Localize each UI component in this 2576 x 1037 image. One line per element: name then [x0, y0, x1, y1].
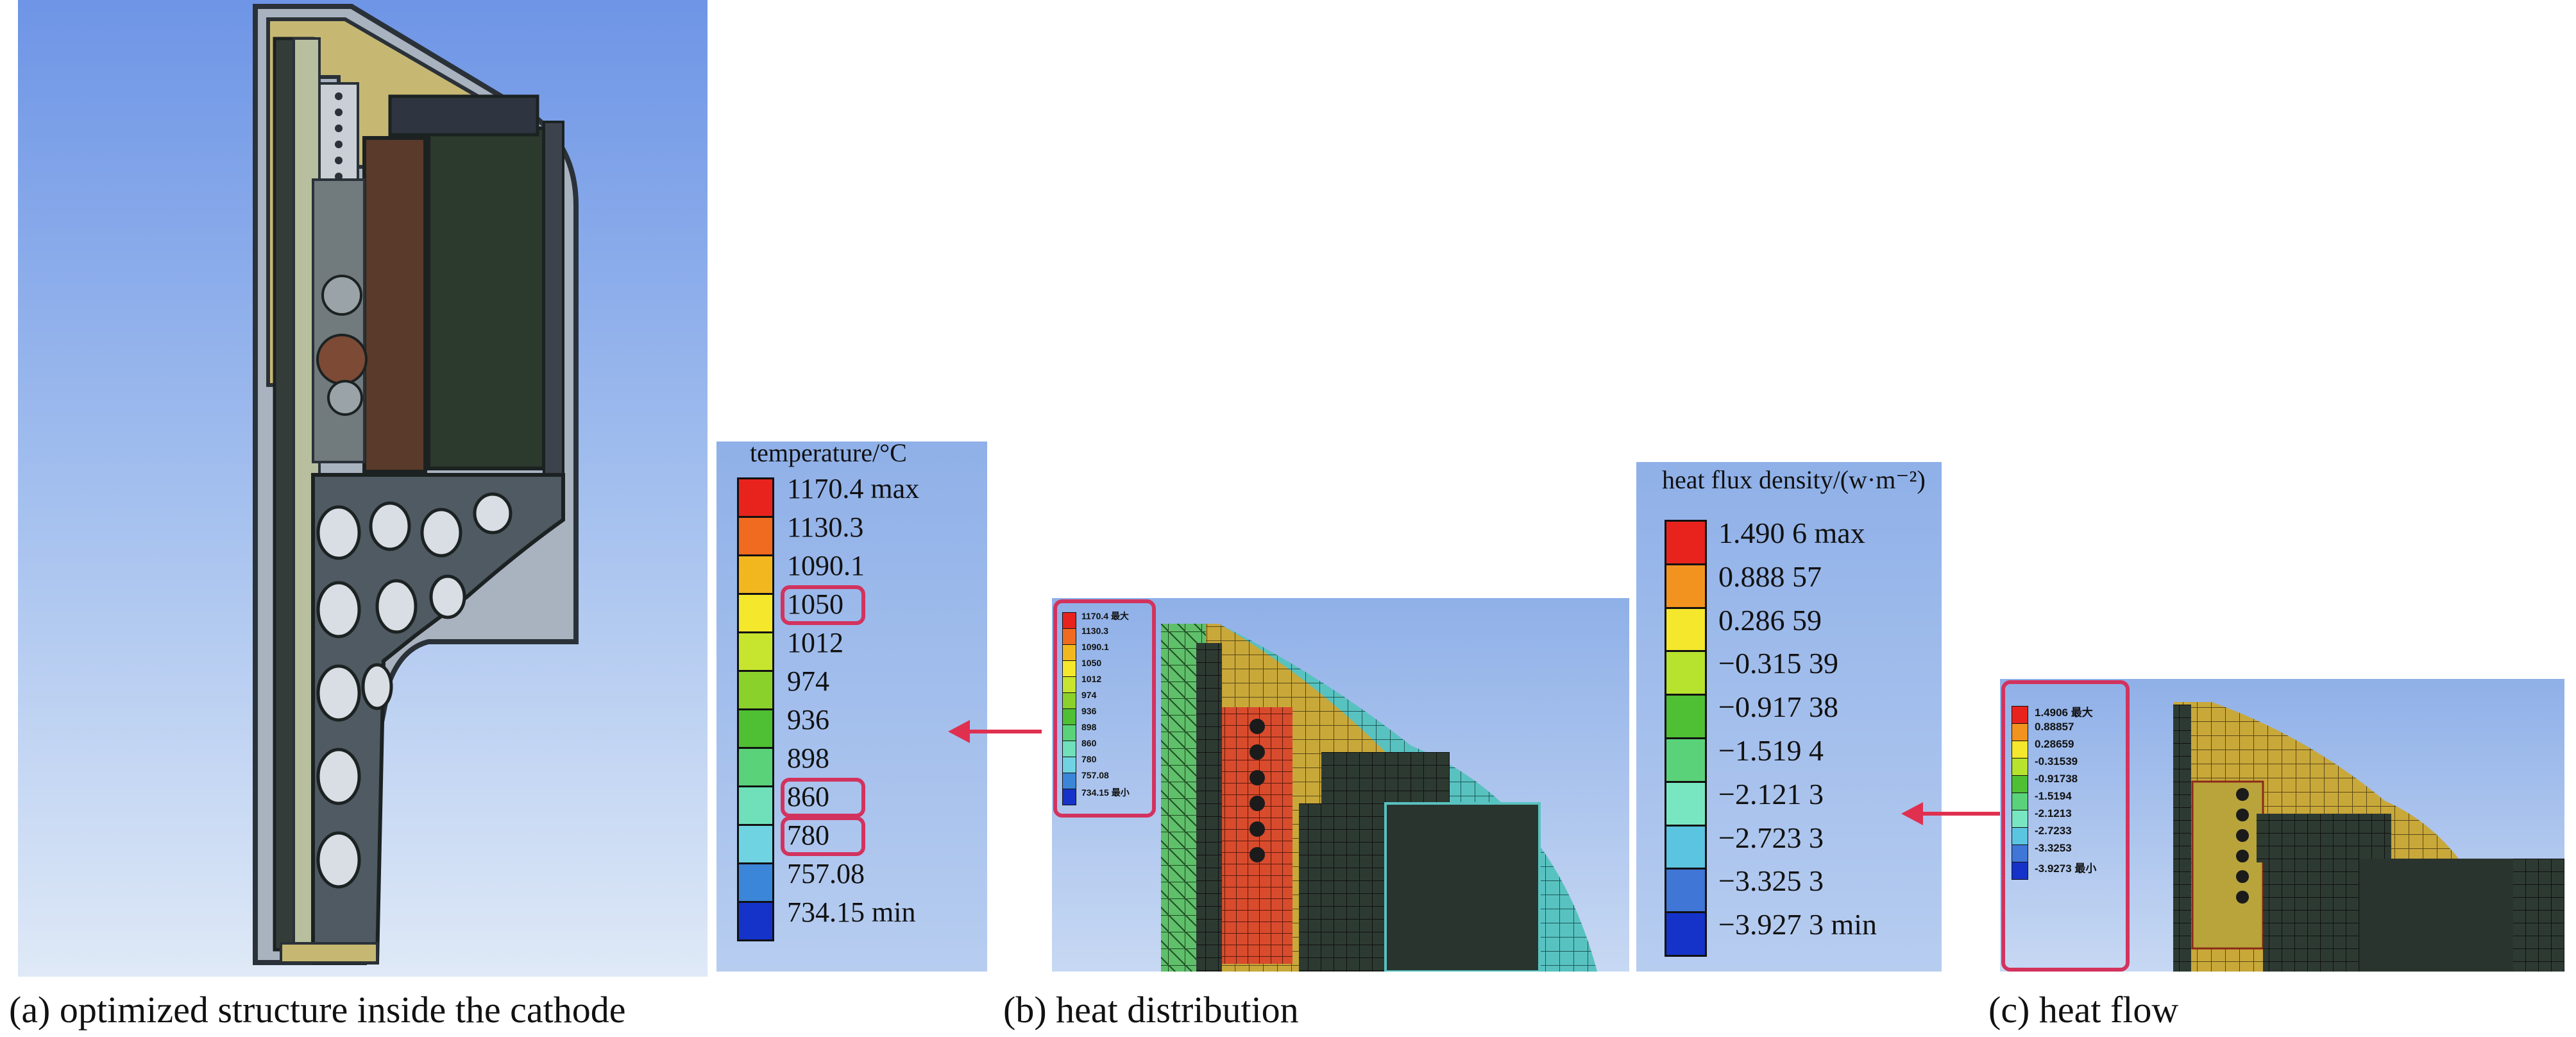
heat-flow-mini-legend: 1.4906 最大 0.88857 0.28659 -0.31539 -0.91738 -…: [2009, 702, 2118, 888]
temperature-legend-swatch: [737, 708, 774, 749]
arrow-head-b: [948, 720, 970, 743]
temperature-legend-label: 936: [787, 704, 829, 735]
heat-flux-legend-swatch: [1665, 780, 1707, 827]
structure-panel: [18, 0, 708, 977]
temperature-legend-value-highlight: [781, 778, 865, 818]
heat-flux-legend-swatch: [1665, 520, 1707, 565]
heat-flow-mesh: [2173, 702, 2564, 972]
heat-flow-mini-legend-swatch: [2012, 844, 2028, 862]
heat-flux-legend-swatch: [1665, 911, 1707, 957]
heat-flow-mini-legend-label: -2.1213: [2035, 807, 2072, 819]
temperature-legend-label: 974: [787, 665, 829, 697]
temperature-legend-swatch: [737, 670, 774, 710]
heat-distribution-mini-legend-label: 1170.4 最大: [1081, 611, 1129, 621]
heat-flux-legend-swatch: [1665, 650, 1707, 696]
heat-flow-mini-legend-label: -3.9273 最小: [2035, 862, 2097, 875]
heat-flux-legend-label: −3.927 3 min: [1718, 908, 1877, 941]
arrow-head-c: [1901, 802, 1923, 825]
temperature-legend-label: 757.08: [787, 858, 865, 889]
temperature-legend-swatch: [737, 554, 774, 595]
temperature-legend-swatch: [737, 516, 774, 556]
heat-flow-mini-legend-label: -0.91738: [2035, 773, 2078, 785]
heat-flow-mini-legend-label: -1.5194: [2035, 790, 2072, 802]
heat-flux-legend-swatch: [1665, 737, 1707, 783]
heat-flux-legend-label: −2.723 3: [1718, 821, 1824, 854]
heat-flow-mini-legend-label: 0.88857: [2035, 721, 2074, 733]
heat-flux-legend-label: 0.888 57: [1718, 560, 1822, 593]
heat-distribution-mini-legend: 1170.4 最大 1130.3 1090.1 1050 1012 974 936 898 86…: [1060, 608, 1149, 814]
heat-distribution-panel: 1170.4 最大 1130.3 1090.1 1050 1012 974 936 898 86…: [1052, 598, 1629, 973]
heat-distribution-mini-legend-label: 936: [1081, 706, 1097, 716]
heat-flow-panel: 1.4906 最大 0.88857 0.28659 -0.31539 -0.91738 -…: [2000, 679, 2564, 972]
heat-distribution-mini-legend-label: 1012: [1081, 674, 1102, 684]
temperature-legend-swatch: [737, 824, 774, 864]
temperature-legend-value-highlight: [781, 816, 865, 856]
heat-distribution-mesh: [1161, 624, 1597, 973]
heat-flow-mini-legend-label: -3.3253: [2035, 842, 2072, 854]
heat-distribution-mini-legend-label: 1050: [1081, 658, 1102, 668]
heat-flow-mini-legend-swatch: [2012, 706, 2028, 724]
heat-distribution-mini-legend-label: 757.08: [1081, 770, 1109, 780]
heat-distribution-mini-legend-label: 898: [1081, 722, 1097, 732]
temperature-legend-label: 1170.4 max: [787, 473, 920, 504]
temperature-legend-label: 898: [787, 742, 829, 774]
temperature-legend-swatch: [737, 593, 774, 633]
heat-distribution-mini-legend-label: 860: [1081, 738, 1097, 748]
heat-flux-legend-swatch: [1665, 606, 1707, 653]
heat-flow-mini-legend-label: 0.28659: [2035, 738, 2074, 750]
heat-flow-mini-legend-label: -0.31539: [2035, 755, 2078, 767]
temperature-legend-value-highlight: [781, 585, 865, 625]
caption-b: (b) heat distribution: [1003, 989, 1299, 1031]
heat-flux-legend-label: −0.917 38: [1718, 690, 1838, 724]
heat-flux-legend-title: heat flux density/(w·m⁻²): [1662, 465, 1926, 494]
temperature-legend-title: temperature/°C: [750, 438, 907, 467]
heat-distribution-mini-legend-label: 974: [1081, 690, 1097, 700]
heat-flow-mini-legend-swatch: [2012, 862, 2028, 880]
heat-flux-legend-swatch: [1665, 868, 1707, 914]
heat-flux-legend-label: 0.286 59: [1718, 603, 1822, 637]
heat-flux-legend-swatch: [1665, 694, 1707, 739]
heat-flow-mini-legend-label: 1.4906 最大: [2035, 707, 2093, 719]
temperature-legend-swatch: [737, 477, 774, 518]
temperature-legend-label: 1050: [787, 588, 843, 620]
caption-a: (a) optimized structure inside the catho…: [9, 989, 626, 1031]
temperature-legend-label: 780: [787, 819, 829, 851]
heat-flow-mini-legend-swatch: [2012, 810, 2028, 828]
caption-c: (c) heat flow: [1988, 989, 2179, 1031]
heat-flow-mini-legend-swatch: [2012, 758, 2028, 776]
temperature-legend-label: 860: [787, 781, 829, 812]
heat-distribution-mini-legend-label: 780: [1081, 754, 1097, 764]
temperature-legend-label: 734.15 min: [787, 896, 916, 928]
heat-flux-legend: heat flux density/(w·m⁻²) 1.490 6 max 0.8…: [1636, 462, 1942, 972]
temperature-legend: temperature/°C 1170.4 max 1130.3 1090.1 105…: [716, 438, 987, 972]
cathode-structure-drawing: [253, 3, 579, 965]
heat-flux-legend-label: 1.490 6 max: [1718, 517, 1865, 549]
heat-flux-legend-label: −1.519 4: [1718, 734, 1824, 767]
heat-flux-legend-label: −2.121 3: [1718, 777, 1824, 810]
temperature-legend-swatch: [737, 631, 774, 672]
arrow-shaft-b: [958, 730, 1042, 733]
heat-distribution-legend-highlight: [1053, 599, 1156, 818]
temperature-legend-label: 1090.1: [787, 550, 865, 581]
arrow-shaft-c: [1922, 812, 2005, 816]
heat-distribution-mini-legend-swatch: [1062, 789, 1076, 805]
heat-distribution-mini-legend-label: 1090.1: [1081, 642, 1109, 652]
heat-flux-legend-swatch: [1665, 824, 1707, 870]
temperature-legend-swatch: [737, 862, 774, 903]
heat-distribution-mini-legend-label: 1130.3: [1081, 626, 1109, 636]
temperature-legend-swatch: [737, 785, 774, 826]
heat-flux-legend-swatch: [1665, 563, 1707, 609]
temperature-legend-label: 1130.3: [787, 511, 864, 543]
temperature-legend-swatch: [737, 901, 774, 941]
heat-flux-legend-label: −0.315 39: [1718, 647, 1838, 680]
heat-distribution-mini-legend-label: 734.15 最小: [1081, 787, 1130, 798]
heat-flow-mini-legend-swatch: [2012, 793, 2028, 810]
temperature-legend-swatch: [737, 747, 774, 787]
temperature-legend-label: 1012: [787, 627, 843, 658]
heat-flow-mini-legend-label: -2.7233: [2035, 825, 2072, 837]
heat-flux-legend-label: −3.325 3: [1718, 864, 1824, 898]
heat-flow-legend-highlight: [2001, 680, 2130, 972]
